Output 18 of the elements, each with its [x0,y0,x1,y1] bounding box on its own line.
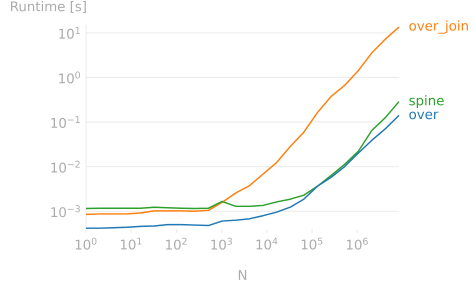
line-series [85,114,400,229]
y-tick-label: 10$^{−1}$ [51,116,80,128]
x-tick-label: 10$^{5}$ [302,238,322,250]
x-axis-title: N [238,270,246,280]
y-tick-label: 10$^{−2}$ [51,160,80,173]
x-tick-label: 10$^{6}$ [346,238,368,250]
series-label: spine [409,95,444,108]
series-label: over [409,112,438,120]
y-tick-label: 10$^{1}$ [59,26,80,39]
y-tick-label: 10$^{0}$ [59,71,80,84]
series-label: over_join [409,20,468,34]
x-tick-label: 10$^{1}$ [120,238,142,250]
x-tick-label: 10$^{2}$ [166,238,187,250]
x-tick-label: 10$^{4}$ [256,238,278,250]
y-axis-title: Runtime [s] [11,1,86,13]
y-tick-label: 10$^{−3}$ [51,205,80,218]
x-tick-label: 10$^{0}$ [76,238,96,250]
x-tick-label: 10$^{3}$ [211,238,232,250]
